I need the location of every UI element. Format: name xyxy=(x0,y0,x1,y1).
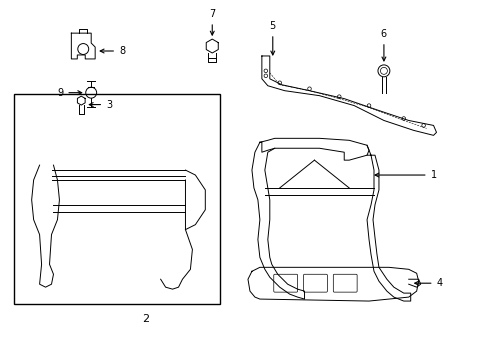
Text: 4: 4 xyxy=(414,278,442,288)
Text: 5: 5 xyxy=(269,21,275,55)
Text: 8: 8 xyxy=(100,46,125,56)
Text: 9: 9 xyxy=(57,88,81,98)
Text: 1: 1 xyxy=(374,170,436,180)
Text: 6: 6 xyxy=(380,29,386,61)
Text: 2: 2 xyxy=(142,314,149,324)
Text: 7: 7 xyxy=(209,9,215,35)
Text: 3: 3 xyxy=(89,100,112,109)
